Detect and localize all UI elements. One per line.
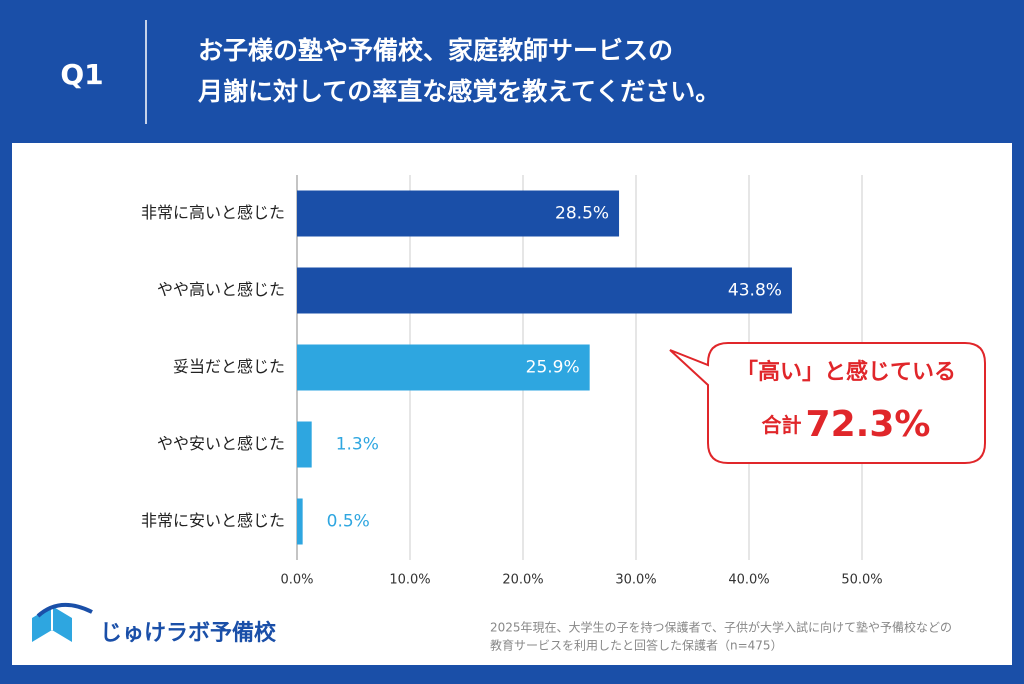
y-tick-label: 妥当だと感じた xyxy=(173,357,285,376)
question-title: お子様の塾や予備校、家庭教師サービスの xyxy=(198,36,673,65)
bar xyxy=(297,267,792,314)
bar xyxy=(297,421,312,468)
x-tick-label: 30.0% xyxy=(615,573,656,588)
value-label: 28.5% xyxy=(555,204,609,224)
value-label: 0.5% xyxy=(327,512,370,532)
y-tick-label: 非常に高いと感じた xyxy=(141,203,285,222)
value-label: 43.8% xyxy=(728,281,782,301)
logo-text: じゅけラボ予備校 xyxy=(100,620,277,646)
footer-note: 教育サービスを利用したと回答した保護者（n=475） xyxy=(490,638,783,653)
callout-total: 合計 72.3% xyxy=(762,404,931,445)
callout-total-value: 72.3% xyxy=(806,404,931,445)
bar xyxy=(297,498,303,545)
plot: 0.0% 10.0% 20.0% 30.0% 40.0% 50.0% 非常に高いと感じた 28… xyxy=(141,175,883,588)
question-badge: Q1 xyxy=(60,58,103,91)
x-tick-label: 40.0% xyxy=(728,573,769,588)
x-tick-label: 0.0% xyxy=(280,573,313,588)
footer-note: 2025年現在、大学生の子を持つ保護者で、子供が大学入試に向けて塾や予備校などの xyxy=(490,620,952,635)
y-tick-label: やや安いと感じた xyxy=(157,434,285,453)
x-tick-label: 50.0% xyxy=(841,573,882,588)
callout-text: 「高い」と感じている xyxy=(736,359,956,385)
callout-total-label: 合計 xyxy=(762,413,802,437)
question-title: 月謝に対しての率直な感覚を教えてください。 xyxy=(197,77,720,106)
value-label: 25.9% xyxy=(526,358,580,378)
y-tick-label: 非常に安いと感じた xyxy=(141,511,285,530)
x-tick-label: 20.0% xyxy=(502,573,543,588)
y-tick-label: やや高いと感じた xyxy=(157,280,285,299)
x-tick-label: 10.0% xyxy=(389,573,430,588)
bar xyxy=(297,344,590,391)
callout-box xyxy=(669,342,986,464)
bar xyxy=(297,190,620,237)
logo-icon xyxy=(32,603,93,642)
value-label: 1.3% xyxy=(336,435,379,455)
